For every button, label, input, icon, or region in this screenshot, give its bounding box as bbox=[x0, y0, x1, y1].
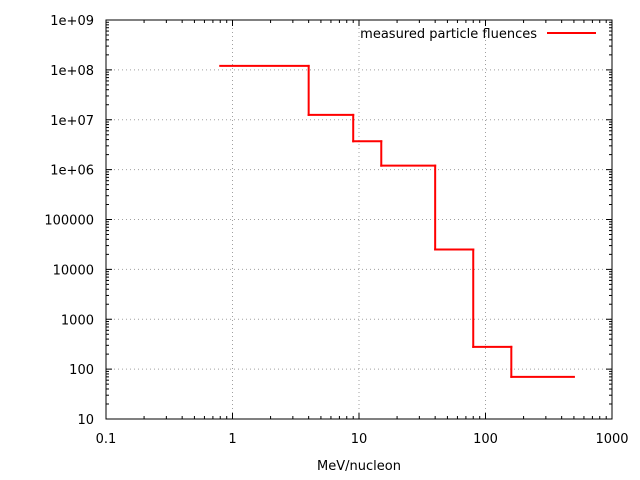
x-tick-label: 0.1 bbox=[96, 432, 117, 447]
x-axis-label: MeV/nucleon bbox=[317, 459, 401, 474]
y-tick-label: 1000 bbox=[61, 313, 94, 328]
tick-labels: 0.1 1 10 100 1000 10 100 1000 10000 100000 1e+06 1e… bbox=[44, 14, 628, 447]
legend-label: measured particle fluences bbox=[360, 27, 537, 42]
x-tick-label: 10 bbox=[351, 432, 368, 447]
y-tick-label: 100000 bbox=[44, 214, 94, 229]
y-tick-label: 1e+08 bbox=[50, 64, 94, 79]
series-layer bbox=[219, 64, 575, 378]
ticks bbox=[105, 19, 613, 420]
y-tick-label: 1e+06 bbox=[50, 164, 94, 179]
y-tick-label: 100 bbox=[69, 363, 94, 378]
y-tick-label: 1e+09 bbox=[50, 14, 94, 29]
legend: measured particle fluences bbox=[360, 27, 596, 42]
y-tick-label: 10 bbox=[77, 413, 94, 428]
grid bbox=[106, 20, 612, 419]
x-tick-label: 100 bbox=[473, 432, 498, 447]
y-tick-label: 1e+07 bbox=[50, 114, 94, 129]
x-tick-label: 1 bbox=[228, 432, 236, 447]
y-tick-label: 10000 bbox=[53, 263, 94, 278]
x-tick-label: 1000 bbox=[595, 432, 628, 447]
